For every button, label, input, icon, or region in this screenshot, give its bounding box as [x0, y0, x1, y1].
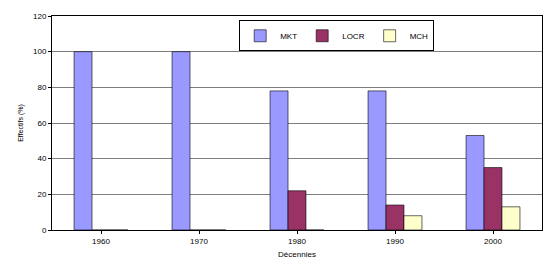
svg-text:1970: 1970: [190, 237, 208, 246]
svg-text:MKT: MKT: [280, 32, 297, 41]
svg-text:20: 20: [37, 190, 46, 199]
svg-text:100: 100: [33, 47, 47, 56]
svg-text:60: 60: [37, 119, 46, 128]
svg-text:1980: 1980: [288, 237, 306, 246]
svg-text:40: 40: [37, 154, 46, 163]
svg-text:1960: 1960: [92, 237, 110, 246]
svg-text:1990: 1990: [386, 237, 404, 246]
svg-text:Effectifs (%): Effectifs (%): [17, 104, 25, 142]
svg-text:LOCR: LOCR: [342, 32, 364, 41]
svg-text:120: 120: [33, 12, 47, 21]
svg-text:2000: 2000: [484, 237, 502, 246]
svg-text:MCH: MCH: [410, 32, 428, 41]
svg-text:80: 80: [37, 83, 46, 92]
svg-text:0: 0: [42, 226, 47, 235]
svg-text:Décennies: Décennies: [278, 250, 316, 259]
